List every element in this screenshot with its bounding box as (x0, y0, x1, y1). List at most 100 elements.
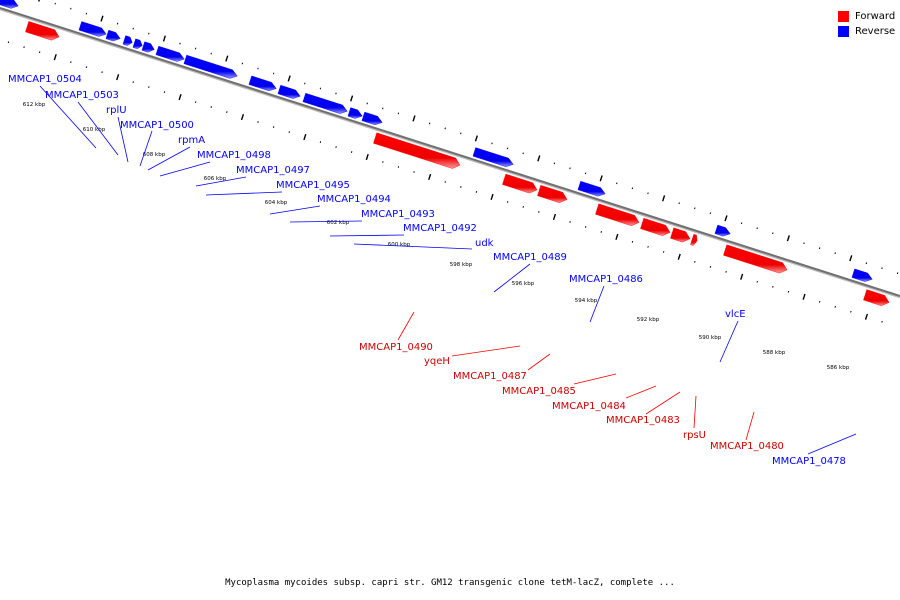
reverse-gene-label: MMCAP1_0493 (361, 209, 435, 220)
forward-gene-label: MMCAP1_0490 (359, 342, 433, 353)
reverse-gene-label: vlcE (725, 309, 746, 320)
reverse-gene (105, 29, 121, 42)
forward-gene-label: rpsU (683, 430, 706, 441)
scale-label: 602 kbp (327, 220, 350, 226)
reverse-leader (159, 161, 211, 177)
forward-gene (670, 227, 691, 243)
reverse-gene-label: MMCAP1_0503 (45, 90, 119, 101)
reverse-gene-label: MMCAP1_0497 (236, 165, 310, 176)
reverse-gene-label: MMCAP1_0492 (403, 223, 477, 234)
forward-gene (373, 132, 461, 169)
scale-label: 600 kbp (388, 242, 411, 248)
reverse-gene-label: MMCAP1_0486 (569, 274, 643, 285)
top-tick (162, 35, 166, 42)
legend-reverse-label: Reverse (855, 26, 896, 37)
bottom-tick (303, 133, 307, 141)
reverse-gene-label: MMCAP1_0478 (772, 456, 846, 467)
reverse-gene (122, 35, 133, 46)
reverse-gene (277, 84, 301, 99)
reverse-leader (269, 205, 321, 215)
top-tick (287, 75, 291, 82)
forward-gene (595, 203, 640, 227)
reverse-leader (195, 176, 247, 187)
reverse-leader (139, 130, 153, 167)
scale-label: 598 kbp (450, 262, 473, 268)
forward-leader (745, 411, 755, 441)
top-tick (412, 115, 416, 122)
bottom-tick (178, 94, 182, 101)
reverse-gene (302, 92, 348, 114)
backbone-line (0, 7, 900, 297)
scale-label: 588 kbp (763, 350, 786, 356)
reverse-leader (493, 263, 531, 293)
scale-label: 606 kbp (204, 176, 227, 182)
forward-gene-label: MMCAP1_0485 (502, 386, 576, 397)
forward-gene (640, 217, 671, 236)
reverse-gene-label: MMCAP1_0495 (276, 180, 350, 191)
genome-backbone (0, 7, 900, 299)
reverse-gene (851, 268, 873, 282)
reverse-gene (155, 45, 185, 62)
forward-gene (690, 233, 698, 246)
reverse-gene-label: udk (475, 238, 494, 249)
reverse-gene (248, 75, 277, 92)
forward-leader (573, 373, 617, 385)
legend-reverse: Reverse (838, 24, 895, 39)
top-tick (599, 175, 603, 182)
bottom-tick (53, 54, 57, 61)
top-tick (662, 195, 666, 202)
scale-label: 590 kbp (699, 335, 722, 341)
forward-swatch (838, 11, 849, 22)
forward-leader (451, 345, 521, 357)
reverse-gene (472, 147, 514, 167)
forward-gene-label: MMCAP1_0480 (710, 441, 784, 452)
reverse-leader (77, 101, 119, 156)
reverse-gene-label: MMCAP1_0498 (197, 150, 271, 161)
top-tick (225, 55, 229, 62)
scale-label: 604 kbp (265, 200, 288, 206)
reverse-swatch (838, 26, 849, 37)
gene-features (0, 0, 890, 307)
forward-gene (502, 173, 538, 194)
forward-leader (693, 395, 697, 429)
forward-gene-label: yqeH (424, 356, 450, 367)
map-caption: Mycoplasma mycoides subsp. capri str. GM… (225, 578, 675, 588)
forward-leader (625, 385, 657, 399)
reverse-gene (577, 180, 606, 197)
bottom-tick (116, 74, 120, 81)
forward-gene (25, 21, 60, 41)
reverse-gene-label: rpmA (178, 135, 205, 146)
bottom-tick (802, 293, 806, 300)
top-tick (100, 15, 104, 22)
scale-label: 592 kbp (637, 317, 660, 323)
reverse-gene-label: MMCAP1_0504 (8, 74, 82, 85)
reverse-gene (141, 41, 155, 53)
reverse-leader (39, 85, 97, 149)
reverse-gene (78, 21, 107, 37)
scale-label: 610 kbp (83, 127, 106, 133)
legend-forward-label: Forward (855, 11, 896, 22)
bottom-tick (365, 153, 369, 161)
bottom-tick (552, 213, 557, 220)
reverse-gene (132, 38, 143, 50)
reverse-leader (589, 285, 605, 323)
reverse-gene-label: MMCAP1_0500 (120, 120, 194, 131)
top-tick (537, 155, 541, 162)
bottom-tick (490, 193, 494, 201)
scale-label: 596 kbp (512, 281, 535, 287)
forward-leader (527, 353, 551, 371)
legend: Forward Reverse (838, 9, 895, 39)
reverse-leader (289, 220, 363, 223)
top-tick (724, 215, 728, 222)
reverse-leader (117, 116, 129, 163)
forward-gene-label: MMCAP1_0487 (453, 371, 527, 382)
top-tick (350, 95, 354, 102)
reverse-gene (714, 224, 731, 237)
forward-gene (723, 244, 788, 274)
leader-lines (39, 85, 857, 455)
legend-forward: Forward (838, 9, 895, 24)
reverse-leader (807, 433, 857, 455)
forward-gene-label: MMCAP1_0484 (552, 401, 626, 412)
top-tick (38, 0, 40, 2)
forward-leader (397, 311, 415, 341)
